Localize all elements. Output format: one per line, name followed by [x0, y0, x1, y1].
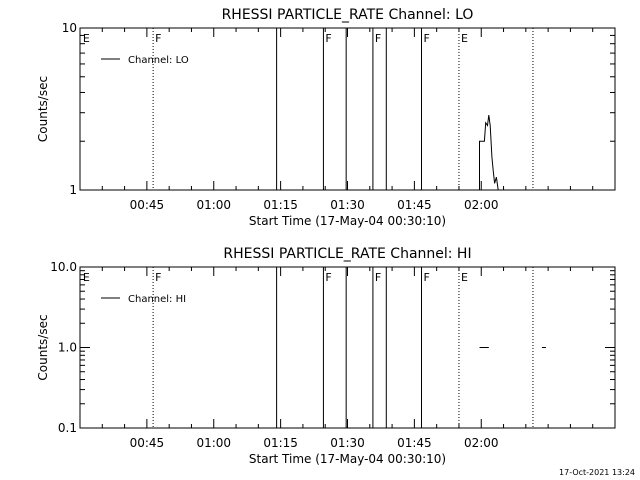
event-marker-label: E: [83, 32, 90, 45]
legend-label: Channel: LO: [128, 55, 189, 66]
panel-hi: RHESSI PARTICLE_RATE Channel: HI Counts/s…: [36, 246, 616, 466]
chart-title: RHESSI PARTICLE_RATE Channel: HI: [223, 246, 471, 262]
plot-frame: [79, 27, 616, 191]
y-tick-label: 0.1: [58, 421, 77, 435]
event-marker-label: F: [155, 32, 161, 45]
footer-timestamp: 17-Oct-2021 13:24: [559, 468, 635, 477]
x-tick-label: 01:15: [263, 198, 298, 212]
event-marker-label: F: [424, 32, 430, 45]
x-tick-label: 02:00: [464, 436, 499, 450]
x-tick-label: 01:30: [330, 436, 365, 450]
x-tick-label: 02:00: [464, 198, 499, 212]
y-tick-label: 1.0: [58, 341, 77, 355]
event-marker-label: E: [461, 32, 468, 45]
y-tick-label: 1: [69, 183, 77, 197]
plot-frame: [79, 266, 616, 429]
event-marker-label: E: [83, 271, 90, 284]
x-axis-label: Start Time (17-May-04 00:30:10): [249, 452, 446, 466]
event-marker-label: F: [155, 271, 161, 284]
x-tick-label: 00:45: [130, 436, 165, 450]
event-marker-label: F: [375, 32, 381, 45]
y-tick-label: 10.0: [50, 260, 77, 274]
x-tick-label: 01:15: [263, 436, 298, 450]
event-marker-label: F: [424, 271, 430, 284]
event-marker-label: F: [375, 271, 381, 284]
x-axis-label: Start Time (17-May-04 00:30:10): [249, 214, 446, 228]
x-tick-label: 01:45: [397, 198, 432, 212]
y-axis-label: Counts/sec: [36, 314, 50, 380]
legend-label: Channel: HI: [128, 294, 186, 305]
chart-title: RHESSI PARTICLE_RATE Channel: LO: [222, 7, 474, 23]
y-axis-label: Counts/sec: [36, 76, 50, 142]
panel-lo: RHESSI PARTICLE_RATE Channel: LO Counts/s…: [36, 7, 616, 228]
x-tick-label: 01:45: [397, 436, 432, 450]
y-tick-label: 10: [62, 21, 77, 35]
x-tick-label: 00:45: [130, 198, 165, 212]
event-marker-label: F: [325, 271, 331, 284]
event-marker-label: E: [461, 271, 468, 284]
event-marker-label: F: [325, 32, 331, 45]
series-line: [467, 115, 499, 191]
x-tick-label: 01:30: [330, 198, 365, 212]
x-tick-label: 01:00: [196, 198, 231, 212]
x-tick-label: 01:00: [196, 436, 231, 450]
